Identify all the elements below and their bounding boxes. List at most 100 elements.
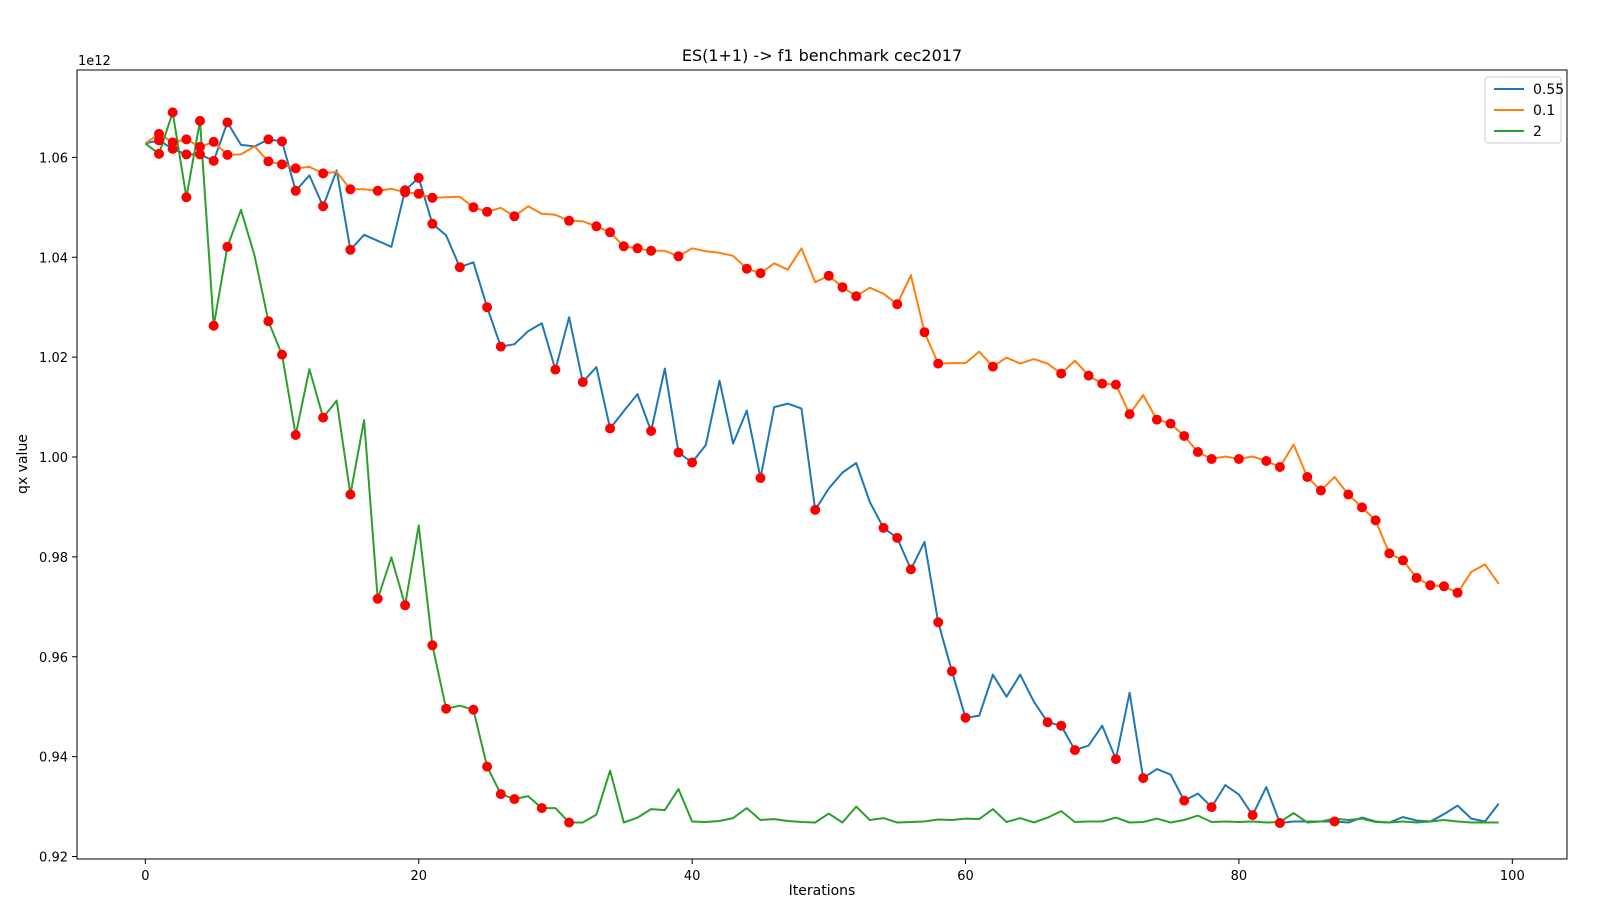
improvement-marker xyxy=(1247,810,1258,821)
improvement-marker xyxy=(1124,409,1135,420)
marker-layer xyxy=(154,107,1463,828)
improvement-marker xyxy=(441,703,452,714)
legend: 0.55 0.1 2 xyxy=(1484,76,1564,144)
improvement-marker xyxy=(468,704,479,715)
series-layer xyxy=(144,111,1500,824)
improvement-marker xyxy=(564,215,575,226)
improvement-marker xyxy=(1452,587,1463,598)
improvement-marker xyxy=(345,244,356,255)
improvement-marker xyxy=(345,489,356,500)
y-tick-label: 0.94 xyxy=(39,751,68,766)
improvement-marker xyxy=(1370,515,1381,526)
series-line-1 xyxy=(144,132,1500,594)
improvement-marker xyxy=(1056,720,1067,731)
improvement-marker xyxy=(837,282,848,293)
improvement-marker xyxy=(277,349,287,360)
improvement-marker xyxy=(208,155,219,166)
improvement-marker xyxy=(632,243,643,254)
series-line-0 xyxy=(145,121,1500,824)
y-tick-label: 1.00 xyxy=(39,451,68,466)
improvement-marker xyxy=(1384,548,1395,559)
improvement-marker xyxy=(960,712,971,723)
legend-label-2: 2 xyxy=(1533,124,1542,140)
improvement-marker xyxy=(318,168,329,179)
improvement-marker xyxy=(1151,414,1162,425)
y-tick-label: 1.06 xyxy=(39,151,68,166)
improvement-marker xyxy=(222,117,233,128)
improvement-marker xyxy=(263,134,274,145)
improvement-marker xyxy=(905,564,916,575)
improvement-marker xyxy=(195,115,205,126)
improvement-marker xyxy=(427,640,438,651)
improvement-marker xyxy=(195,141,205,152)
improvement-marker xyxy=(290,163,301,174)
improvement-marker xyxy=(263,316,274,327)
improvement-marker xyxy=(318,412,329,423)
improvement-marker xyxy=(1083,370,1094,381)
y-axis-label: qx value xyxy=(15,434,31,494)
improvement-marker xyxy=(222,241,233,252)
improvement-marker xyxy=(591,221,602,232)
improvement-marker xyxy=(208,320,219,331)
improvement-marker xyxy=(1302,472,1313,482)
x-tick-label: 20 xyxy=(410,869,427,884)
y-offset-label: 1e12 xyxy=(78,54,111,69)
improvement-marker xyxy=(810,504,821,515)
improvement-marker xyxy=(1097,378,1108,389)
x-tick-label: 40 xyxy=(684,869,701,884)
improvement-marker xyxy=(208,136,219,147)
improvement-marker xyxy=(1165,418,1176,429)
x-tick-label: 80 xyxy=(1231,869,1248,884)
improvement-marker xyxy=(933,358,944,369)
x-tick-label: 0 xyxy=(141,869,149,884)
improvement-marker xyxy=(892,532,903,543)
legend-label-1: 0.1 xyxy=(1533,103,1555,119)
improvement-marker xyxy=(1110,379,1121,390)
plot-frame xyxy=(76,69,1568,860)
improvement-marker xyxy=(154,148,164,159)
improvement-marker xyxy=(536,803,547,814)
y-tick-label: 1.02 xyxy=(39,351,68,366)
improvement-marker xyxy=(1357,502,1367,513)
improvement-marker xyxy=(167,107,178,118)
improvement-marker xyxy=(1056,368,1067,379)
improvement-marker xyxy=(1110,754,1121,765)
improvement-marker xyxy=(1425,580,1436,591)
improvement-marker xyxy=(222,149,233,160)
improvement-marker xyxy=(509,794,520,805)
improvement-marker xyxy=(427,218,438,229)
improvement-marker xyxy=(878,522,889,533)
improvement-marker xyxy=(509,211,520,222)
improvement-marker xyxy=(823,270,834,281)
improvement-marker xyxy=(413,172,424,183)
improvement-marker xyxy=(1411,572,1422,583)
legend-label-0: 0.55 xyxy=(1533,82,1564,98)
improvement-marker xyxy=(277,136,287,147)
improvement-marker xyxy=(741,263,752,274)
improvement-marker xyxy=(372,185,383,196)
improvement-marker xyxy=(1398,555,1408,566)
y-tick-label: 1.04 xyxy=(39,251,68,266)
improvement-marker xyxy=(1069,745,1080,756)
y-tick-label: 0.96 xyxy=(39,651,68,666)
improvement-marker xyxy=(495,789,506,800)
improvement-marker xyxy=(673,251,684,262)
improvement-marker xyxy=(454,262,465,273)
improvement-marker xyxy=(290,185,301,196)
x-axis-label: Iterations xyxy=(789,883,856,899)
improvement-marker xyxy=(933,617,944,628)
improvement-marker xyxy=(181,134,192,145)
improvement-marker xyxy=(154,128,164,139)
improvement-marker xyxy=(987,361,998,372)
improvement-marker xyxy=(755,268,766,279)
improvement-marker xyxy=(892,299,903,310)
improvement-marker xyxy=(495,341,506,352)
improvement-marker xyxy=(372,593,383,604)
improvement-marker xyxy=(482,302,493,313)
improvement-marker xyxy=(564,817,575,828)
improvement-marker xyxy=(195,149,205,160)
improvement-marker xyxy=(1315,485,1326,496)
y-ticks: 0.92 0.94 0.96 0.98 1.00 1.02 1.04 1.06 xyxy=(39,151,77,866)
improvement-marker xyxy=(1192,447,1203,457)
